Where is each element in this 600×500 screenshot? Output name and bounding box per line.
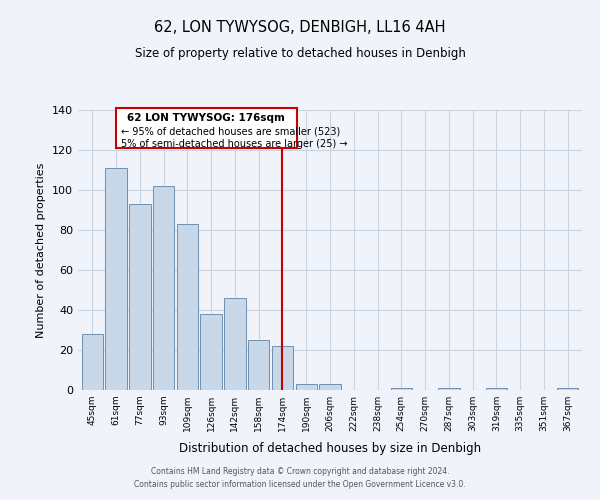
Text: Size of property relative to detached houses in Denbigh: Size of property relative to detached ho… (134, 48, 466, 60)
Bar (106, 168, 127, 390)
Bar (153, 186, 174, 390)
Bar (129, 204, 151, 390)
Text: 62, LON TYWYSOG, DENBIGH, LL16 4AH: 62, LON TYWYSOG, DENBIGH, LL16 4AH (154, 20, 446, 35)
Text: 5% of semi-detached houses are larger (25) →: 5% of semi-detached houses are larger (2… (121, 139, 347, 149)
Text: ← 95% of detached houses are smaller (523): ← 95% of detached houses are smaller (52… (121, 126, 340, 136)
Bar (557, 388, 578, 390)
Text: Contains HM Land Registry data © Crown copyright and database right 2024.: Contains HM Land Registry data © Crown c… (151, 467, 449, 476)
Bar (200, 314, 222, 390)
X-axis label: Distribution of detached houses by size in Denbigh: Distribution of detached houses by size … (179, 442, 481, 456)
Bar (224, 298, 245, 390)
Y-axis label: Number of detached properties: Number of detached properties (37, 162, 46, 338)
Text: Contains public sector information licensed under the Open Government Licence v3: Contains public sector information licen… (134, 480, 466, 489)
FancyBboxPatch shape (116, 108, 297, 148)
Text: 62 LON TYWYSOG: 176sqm: 62 LON TYWYSOG: 176sqm (127, 113, 286, 123)
Bar (272, 346, 293, 390)
Bar (391, 388, 412, 390)
Bar (176, 224, 198, 390)
Bar (319, 384, 341, 390)
Bar (486, 388, 507, 390)
Bar (438, 388, 460, 390)
Bar (82, 334, 103, 390)
Bar (248, 340, 269, 390)
Bar (296, 384, 317, 390)
